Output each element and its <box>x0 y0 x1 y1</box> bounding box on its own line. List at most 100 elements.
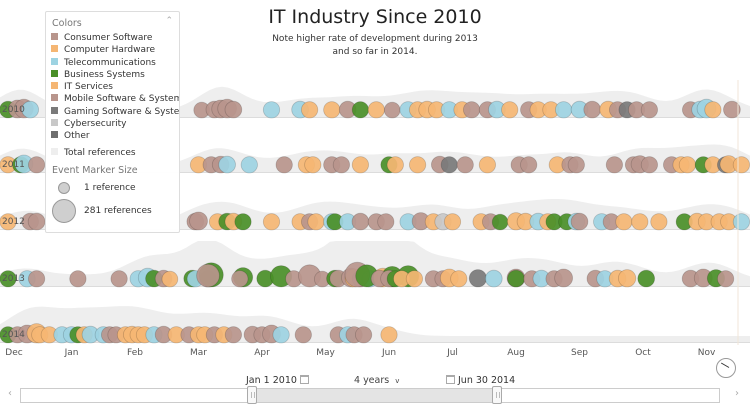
range-start-handle[interactable] <box>247 386 257 404</box>
event-marker[interactable] <box>615 213 633 231</box>
event-marker[interactable] <box>468 269 487 288</box>
x-tick-label: Feb <box>127 348 143 358</box>
scroll-right-arrow[interactable]: › <box>735 388 739 399</box>
event-marker[interactable] <box>617 269 637 288</box>
event-marker[interactable] <box>443 213 462 231</box>
event-marker[interactable] <box>631 213 649 231</box>
legend-item[interactable]: Other <box>51 130 179 142</box>
event-marker[interactable] <box>351 101 369 119</box>
event-marker[interactable] <box>224 100 243 119</box>
start-date: Jan 1 2010 <box>246 375 297 386</box>
legend-total-references[interactable]: Total references <box>51 147 136 159</box>
scroll-left-arrow[interactable]: ‹ <box>8 388 12 399</box>
event-marker[interactable] <box>554 101 573 119</box>
range-end-handle[interactable] <box>492 386 502 404</box>
event-marker[interactable] <box>189 211 208 231</box>
legend-item[interactable]: Computer Hardware <box>51 44 179 56</box>
event-marker[interactable] <box>196 263 220 288</box>
event-marker[interactable] <box>332 156 350 174</box>
event-marker[interactable] <box>294 326 312 344</box>
event-marker[interactable] <box>650 213 668 231</box>
event-marker[interactable] <box>716 270 735 288</box>
event-marker[interactable] <box>386 156 404 174</box>
event-marker[interactable] <box>300 101 319 119</box>
event-marker[interactable] <box>405 270 423 288</box>
event-marker[interactable] <box>520 156 538 174</box>
event-marker[interactable] <box>732 213 750 231</box>
event-marker[interactable] <box>570 212 589 231</box>
event-marker[interactable] <box>234 213 252 231</box>
event-marker[interactable] <box>0 270 17 288</box>
event-marker[interactable] <box>351 212 370 231</box>
range-dropdown[interactable]: 4 years v <box>354 375 399 386</box>
event-marker[interactable] <box>462 101 481 119</box>
end-date-picker[interactable]: Jun 30 2014 <box>443 375 515 386</box>
event-marker[interactable] <box>27 212 46 231</box>
event-marker[interactable] <box>640 156 659 174</box>
event-marker[interactable] <box>323 101 341 119</box>
event-marker[interactable] <box>583 100 601 119</box>
event-marker[interactable] <box>380 326 398 344</box>
event-marker[interactable] <box>704 101 722 119</box>
event-marker[interactable] <box>272 326 290 344</box>
event-marker[interactable] <box>367 101 385 119</box>
event-marker[interactable] <box>637 269 655 288</box>
event-marker[interactable] <box>484 269 503 288</box>
event-marker[interactable] <box>507 269 525 288</box>
event-marker[interactable] <box>304 156 322 174</box>
event-marker[interactable] <box>351 156 369 174</box>
legend-item[interactable]: Business Systems <box>51 69 179 81</box>
event-marker[interactable] <box>456 156 474 174</box>
event-marker[interactable] <box>383 101 401 119</box>
event-marker[interactable] <box>554 268 573 288</box>
event-marker[interactable] <box>262 101 281 119</box>
event-marker[interactable] <box>605 156 624 174</box>
event-marker[interactable] <box>262 213 281 231</box>
area-swatch-icon <box>51 148 58 155</box>
event-marker[interactable] <box>678 156 697 174</box>
event-marker[interactable] <box>377 213 395 231</box>
clock-icon[interactable] <box>716 358 736 378</box>
event-marker[interactable] <box>21 100 40 119</box>
legend-item[interactable]: Cybersecurity <box>51 118 179 130</box>
end-date: Jun 30 2014 <box>458 375 516 386</box>
start-date-picker[interactable]: Jan 1 2010 <box>246 375 312 386</box>
legend-item-label: Gaming Software & Systems <box>64 106 179 117</box>
event-marker[interactable] <box>723 100 741 119</box>
legend-item-label: Consumer Software <box>64 33 153 43</box>
collapse-chevron-icon[interactable]: ⌃ <box>165 16 173 26</box>
event-marker[interactable] <box>231 270 249 288</box>
event-marker[interactable] <box>240 156 258 174</box>
size-small-label: 1 reference <box>84 183 136 193</box>
legend-item[interactable]: Mobile Software & Systems <box>51 93 179 105</box>
event-marker[interactable] <box>478 156 496 174</box>
range-slider-selection[interactable] <box>252 389 497 402</box>
legend-item[interactable]: Consumer Software <box>51 32 179 44</box>
calendar-icon[interactable] <box>446 375 455 384</box>
event-marker[interactable] <box>27 156 46 174</box>
event-marker[interactable] <box>732 156 750 174</box>
legend-item[interactable]: IT Services <box>51 81 179 93</box>
event-marker[interactable] <box>450 270 468 288</box>
legend-item[interactable]: Gaming Software & Systems <box>51 106 179 118</box>
event-marker[interactable] <box>161 270 179 288</box>
event-marker[interactable] <box>354 326 373 344</box>
event-marker[interactable] <box>408 156 427 174</box>
event-marker[interactable] <box>218 155 236 174</box>
event-marker[interactable] <box>491 213 509 231</box>
event-marker[interactable] <box>110 270 128 288</box>
event-marker[interactable] <box>501 101 519 119</box>
event-marker[interactable] <box>224 326 242 344</box>
event-marker[interactable] <box>307 213 325 231</box>
event-marker[interactable] <box>275 156 293 174</box>
event-marker[interactable] <box>27 270 46 288</box>
event-marker[interactable] <box>69 270 87 288</box>
event-marker[interactable] <box>640 101 659 119</box>
event-marker[interactable] <box>440 156 458 174</box>
calendar-icon[interactable] <box>299 375 309 384</box>
legend-item[interactable]: Telecommunications <box>51 57 179 69</box>
color-swatch-icon <box>51 131 58 139</box>
event-marker[interactable] <box>567 156 585 174</box>
x-tick-label: Dec <box>5 348 23 358</box>
event-marker[interactable] <box>0 213 17 231</box>
